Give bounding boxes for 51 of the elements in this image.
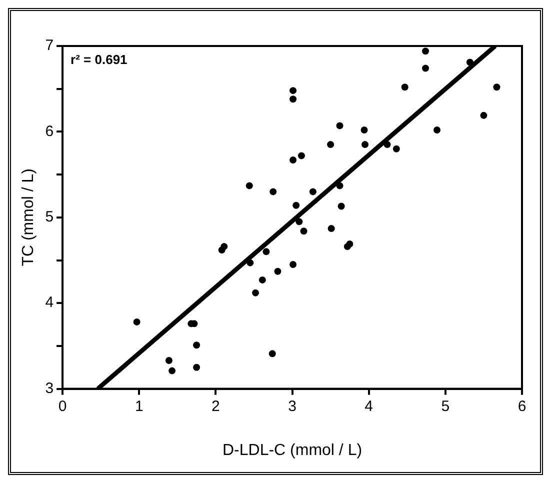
x-tick-label: 2 xyxy=(212,398,220,415)
x-tick-label: 1 xyxy=(134,398,144,415)
point xyxy=(268,350,276,358)
y-tick-label: 5 xyxy=(45,208,54,226)
point xyxy=(165,357,172,364)
point xyxy=(292,202,300,209)
y-tick-label: 4 xyxy=(45,294,54,312)
y-tick-label: 6 xyxy=(45,122,54,140)
point xyxy=(168,367,176,374)
point xyxy=(327,141,334,148)
point xyxy=(362,141,369,148)
point xyxy=(246,182,253,190)
point xyxy=(493,84,500,91)
point xyxy=(274,268,282,275)
point xyxy=(290,261,297,268)
point xyxy=(298,152,305,160)
point xyxy=(422,48,430,55)
point xyxy=(300,228,308,235)
point xyxy=(434,126,440,134)
point xyxy=(422,64,430,72)
y-axis-title: TC (mmol / L) xyxy=(20,168,38,266)
point xyxy=(193,342,200,349)
x-tick-label: 3 xyxy=(288,398,296,415)
point xyxy=(262,248,270,256)
point xyxy=(133,318,140,326)
x-tick-label: 0 xyxy=(58,398,67,415)
x-axis-title: D-LDL-C (mmol / L) xyxy=(222,442,362,459)
point xyxy=(360,126,368,134)
point xyxy=(220,243,228,250)
point xyxy=(296,218,303,226)
point xyxy=(252,289,260,296)
annotation: r² = 0.691 xyxy=(70,52,128,68)
point xyxy=(270,188,277,196)
point xyxy=(480,112,488,119)
point xyxy=(328,225,335,232)
y-tick-label: 3 xyxy=(45,380,54,397)
point xyxy=(336,122,344,130)
point xyxy=(309,188,316,196)
point xyxy=(193,364,200,371)
x-tick-label: 4 xyxy=(364,398,374,415)
point xyxy=(290,156,297,164)
y-tick-label: 7 xyxy=(45,37,54,54)
point xyxy=(290,96,297,103)
x-tick-label: 6 xyxy=(518,398,526,415)
point xyxy=(392,145,400,152)
x-tick-label: 5 xyxy=(441,398,450,415)
point xyxy=(338,202,345,210)
point xyxy=(290,87,297,94)
point xyxy=(258,276,266,284)
point xyxy=(346,240,354,248)
point xyxy=(401,84,408,91)
